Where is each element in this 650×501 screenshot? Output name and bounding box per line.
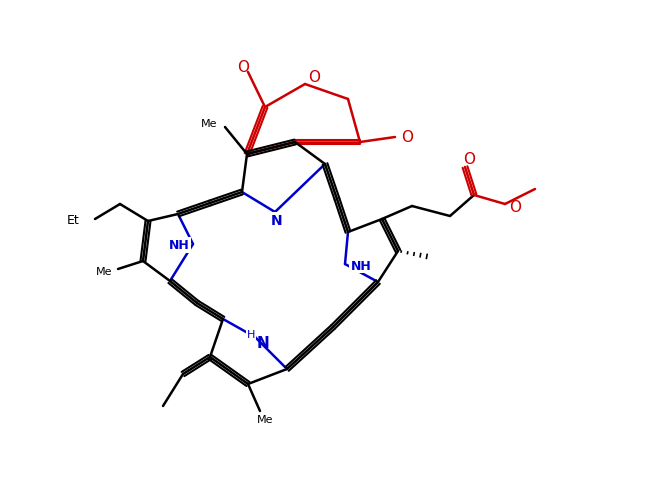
Text: O: O <box>401 130 413 145</box>
Text: Me: Me <box>257 414 273 424</box>
Text: Me: Me <box>200 119 217 129</box>
Text: Me: Me <box>96 267 112 277</box>
Text: O: O <box>237 60 249 74</box>
Text: N: N <box>271 213 283 227</box>
Text: O: O <box>463 152 475 167</box>
Text: O: O <box>308 70 320 85</box>
Text: H: H <box>247 329 255 339</box>
Text: O: O <box>509 200 521 215</box>
Text: Et: Et <box>66 214 79 227</box>
Text: NH: NH <box>168 239 189 252</box>
Text: NH: NH <box>350 259 371 272</box>
Text: N: N <box>257 335 269 350</box>
